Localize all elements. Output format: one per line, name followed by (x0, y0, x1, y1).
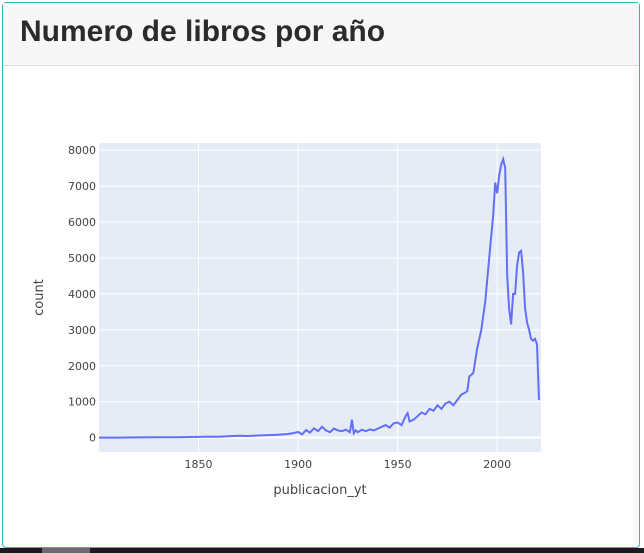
x-axis-title: publicacion_yt (273, 483, 366, 498)
x-axis-ticks: 1850 1900 1950 2000 (185, 458, 512, 471)
y-tick-label: 6000 (68, 216, 96, 229)
y-axis-ticks: 0 1000 2000 3000 4000 5000 6000 7000 8000 (68, 144, 96, 444)
y-axis-title: count (32, 279, 47, 316)
x-tick-label: 1900 (284, 458, 312, 471)
card-header: Numero de libros por año (3, 3, 639, 66)
y-tick-label: 8000 (68, 144, 96, 157)
x-tick-label: 1850 (185, 458, 213, 471)
bottom-scrollbar[interactable] (0, 548, 644, 553)
y-tick-label: 1000 (68, 396, 96, 409)
y-tick-label: 7000 (68, 180, 96, 193)
series-line (99, 155, 540, 439)
grid-lines (99, 143, 541, 452)
x-tick-label: 1950 (384, 458, 412, 471)
y-tick-label: 0 (89, 432, 96, 445)
y-tick-label: 5000 (68, 252, 96, 265)
card-title: Numero de libros por año (20, 15, 386, 48)
y-tick-label: 4000 (68, 288, 96, 301)
plot-area (99, 143, 541, 452)
y-tick-label: 3000 (68, 324, 96, 337)
scrollbar-thumb[interactable] (42, 548, 90, 553)
x-tick-label: 2000 (483, 458, 511, 471)
y-tick-label: 2000 (68, 360, 96, 373)
